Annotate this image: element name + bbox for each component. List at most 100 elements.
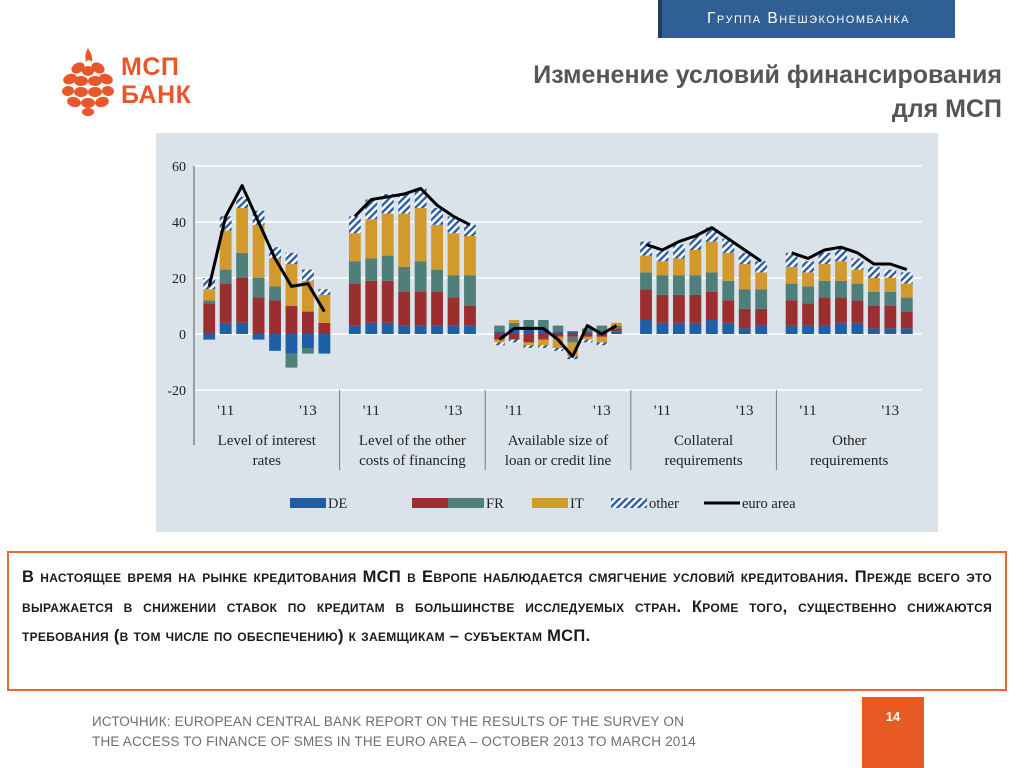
bar-segment-other	[673, 244, 685, 259]
bar-segment-ES	[689, 294, 702, 323]
y-tick-label: -20	[167, 384, 186, 399]
bar-segment-FR	[802, 286, 814, 304]
bars-layer	[203, 188, 913, 368]
bar-segment-DE	[508, 328, 520, 334]
bar-segment-IT	[900, 283, 913, 298]
bar-segment-DE	[900, 328, 913, 334]
bar-segment-DE	[802, 325, 814, 334]
bar-segment-ES	[414, 292, 427, 326]
bar-segment-ES	[673, 294, 685, 323]
bar-segment-ES	[722, 300, 735, 323]
y-tick-label: 20	[172, 272, 186, 287]
bar-segment-FR	[818, 280, 831, 298]
bar-segment-ES	[900, 311, 913, 329]
bar-segment-IT	[431, 224, 443, 270]
group-label-line1: Collateral	[674, 433, 733, 449]
bar-segment-IT	[755, 272, 768, 290]
bar-segment-DE	[523, 328, 535, 334]
line-layer	[207, 184, 908, 358]
bar-segment-DE	[203, 334, 216, 340]
bar-segment-DE	[269, 334, 281, 351]
bar-segment-other	[494, 342, 505, 346]
bar-segment-other	[252, 210, 265, 225]
bar-segment-FR	[673, 275, 685, 295]
bar-segment-FR	[538, 320, 549, 329]
x-tick-label: '13	[593, 403, 611, 419]
bar-segment-FR	[285, 353, 298, 368]
bar-segment-ES	[494, 334, 505, 340]
bar-segment-other	[538, 345, 549, 348]
legend-layer: DEESFRITothereuro area	[290, 496, 796, 512]
bar-segment-ES	[302, 311, 314, 334]
bar-segment-DE	[818, 325, 831, 334]
group-banner-text: Группа Внешэкономбанка	[706, 10, 911, 27]
bar-segment-other	[365, 199, 378, 220]
euro-area-line	[207, 184, 326, 313]
bar-segment-DE	[581, 331, 593, 334]
bar-segment-IT	[269, 258, 281, 287]
bar-segment-IT	[494, 339, 505, 343]
slide-title: Изменение условий финансирования для МСП	[402, 58, 1002, 126]
bar-segment-IT	[722, 252, 735, 281]
bar-segment-FR	[851, 283, 864, 301]
bar-segment-DE	[252, 334, 265, 340]
bar-segment-other	[835, 247, 847, 262]
bar-segment-ES	[447, 297, 460, 326]
bar-segment-other	[738, 252, 751, 264]
bar-segment-DE	[867, 328, 880, 334]
bar-segment-FR	[365, 258, 378, 281]
bar-segment-FR	[722, 280, 735, 301]
x-tick-label: '13	[881, 403, 899, 419]
bar-segment-IT	[219, 230, 232, 270]
bar-segment-ES	[738, 308, 751, 329]
bar-segment-DE	[884, 328, 897, 334]
source-line2: the access to finance of SMEs in the eur…	[92, 734, 696, 749]
bar-segment-DE	[219, 322, 232, 334]
x-tick-label: '11	[506, 403, 523, 419]
bar-segment-IT	[581, 336, 593, 340]
bar-segment-other	[523, 345, 535, 348]
bar-segment-other	[802, 261, 814, 273]
bar-segment-IT	[523, 342, 535, 346]
bar-segment-IT	[236, 208, 249, 253]
euro-area-line	[645, 226, 763, 263]
bar-segment-ES	[867, 306, 880, 329]
x-tick-label: '13	[445, 403, 463, 419]
bar-segment-DE	[835, 322, 847, 334]
bar-segment-other	[785, 252, 798, 267]
bar-segment-IT	[673, 258, 685, 276]
bar-segment-DE	[673, 322, 685, 334]
bar-segment-IT	[302, 280, 314, 312]
stacked-bar-chart: 60 40 20 0 -20 '11 '13 Level of interest rates '1…	[167, 160, 922, 512]
bar-segment-IT	[203, 289, 216, 301]
bar-segment-DE	[640, 320, 652, 334]
y-tick-label: 40	[172, 216, 186, 231]
bar-segment-DE	[538, 328, 549, 334]
bar-segment-DE	[851, 322, 864, 334]
group-label-line2: costs of financing	[359, 453, 466, 469]
page-number: 14	[885, 709, 901, 724]
bar-segment-ES	[640, 289, 652, 320]
bar-segment-ES	[464, 306, 476, 326]
bar-segment-FR	[302, 348, 314, 354]
pinecone-icon	[62, 48, 114, 116]
group-label-line2: loan or credit line	[505, 453, 612, 469]
bar-segment-other	[552, 348, 564, 351]
group-label-line1: Level of the other	[359, 433, 466, 449]
bar-segment-IT	[802, 272, 814, 287]
bar-segment-IT	[611, 322, 622, 326]
bar-segment-other	[705, 227, 718, 242]
axis-layer: 60 40 20 0 -20 '11 '13 Level of interest rates '1…	[167, 160, 899, 470]
bar-segment-ES	[348, 283, 361, 326]
bar-segment-other	[689, 236, 702, 250]
bar-segment-FR	[689, 275, 702, 295]
bar-segment-ES	[431, 292, 443, 326]
bar-segment-other	[398, 194, 411, 214]
x-tick-label: '11	[654, 403, 671, 419]
bar-segment-DE	[414, 325, 427, 334]
bar-segment-FR	[884, 292, 897, 306]
legend-swatch-DE	[290, 498, 326, 508]
bar-segment-FR	[705, 272, 718, 292]
x-tick-label: '13	[736, 403, 754, 419]
bar-segment-ES	[219, 283, 232, 323]
